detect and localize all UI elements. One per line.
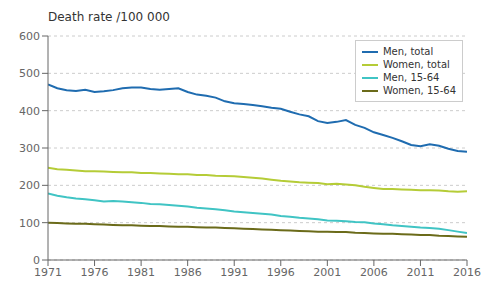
svg-text:2016: 2016 bbox=[453, 266, 481, 279]
svg-text:600: 600 bbox=[19, 30, 40, 43]
html-text:Women, 15-64: Women, 15-64 bbox=[382, 85, 456, 96]
svg-text:1976: 1976 bbox=[81, 266, 109, 279]
svg-text:1986: 1986 bbox=[174, 266, 202, 279]
svg-text:1996: 1996 bbox=[267, 266, 295, 279]
svg-text:2006: 2006 bbox=[360, 266, 388, 279]
svg-text:500: 500 bbox=[19, 67, 40, 80]
html-text:Men, total: Men, total bbox=[382, 46, 434, 57]
svg-text:300: 300 bbox=[19, 142, 40, 155]
svg-text:2001: 2001 bbox=[313, 266, 341, 279]
svg-text:1981: 1981 bbox=[127, 266, 155, 279]
svg-text:400: 400 bbox=[19, 105, 40, 118]
svg-text:100: 100 bbox=[19, 217, 40, 230]
svg-text:1991: 1991 bbox=[220, 266, 248, 279]
svg-text:0: 0 bbox=[33, 254, 40, 267]
svg-text:200: 200 bbox=[19, 179, 40, 192]
svg-text:2011: 2011 bbox=[406, 266, 434, 279]
html-text:Men, 15-64: Men, 15-64 bbox=[382, 72, 440, 83]
svg-text:1971: 1971 bbox=[34, 266, 62, 279]
html-text:Death rate /100 000: Death rate /100 000 bbox=[48, 10, 170, 24]
html-text:Women, total: Women, total bbox=[382, 59, 450, 70]
